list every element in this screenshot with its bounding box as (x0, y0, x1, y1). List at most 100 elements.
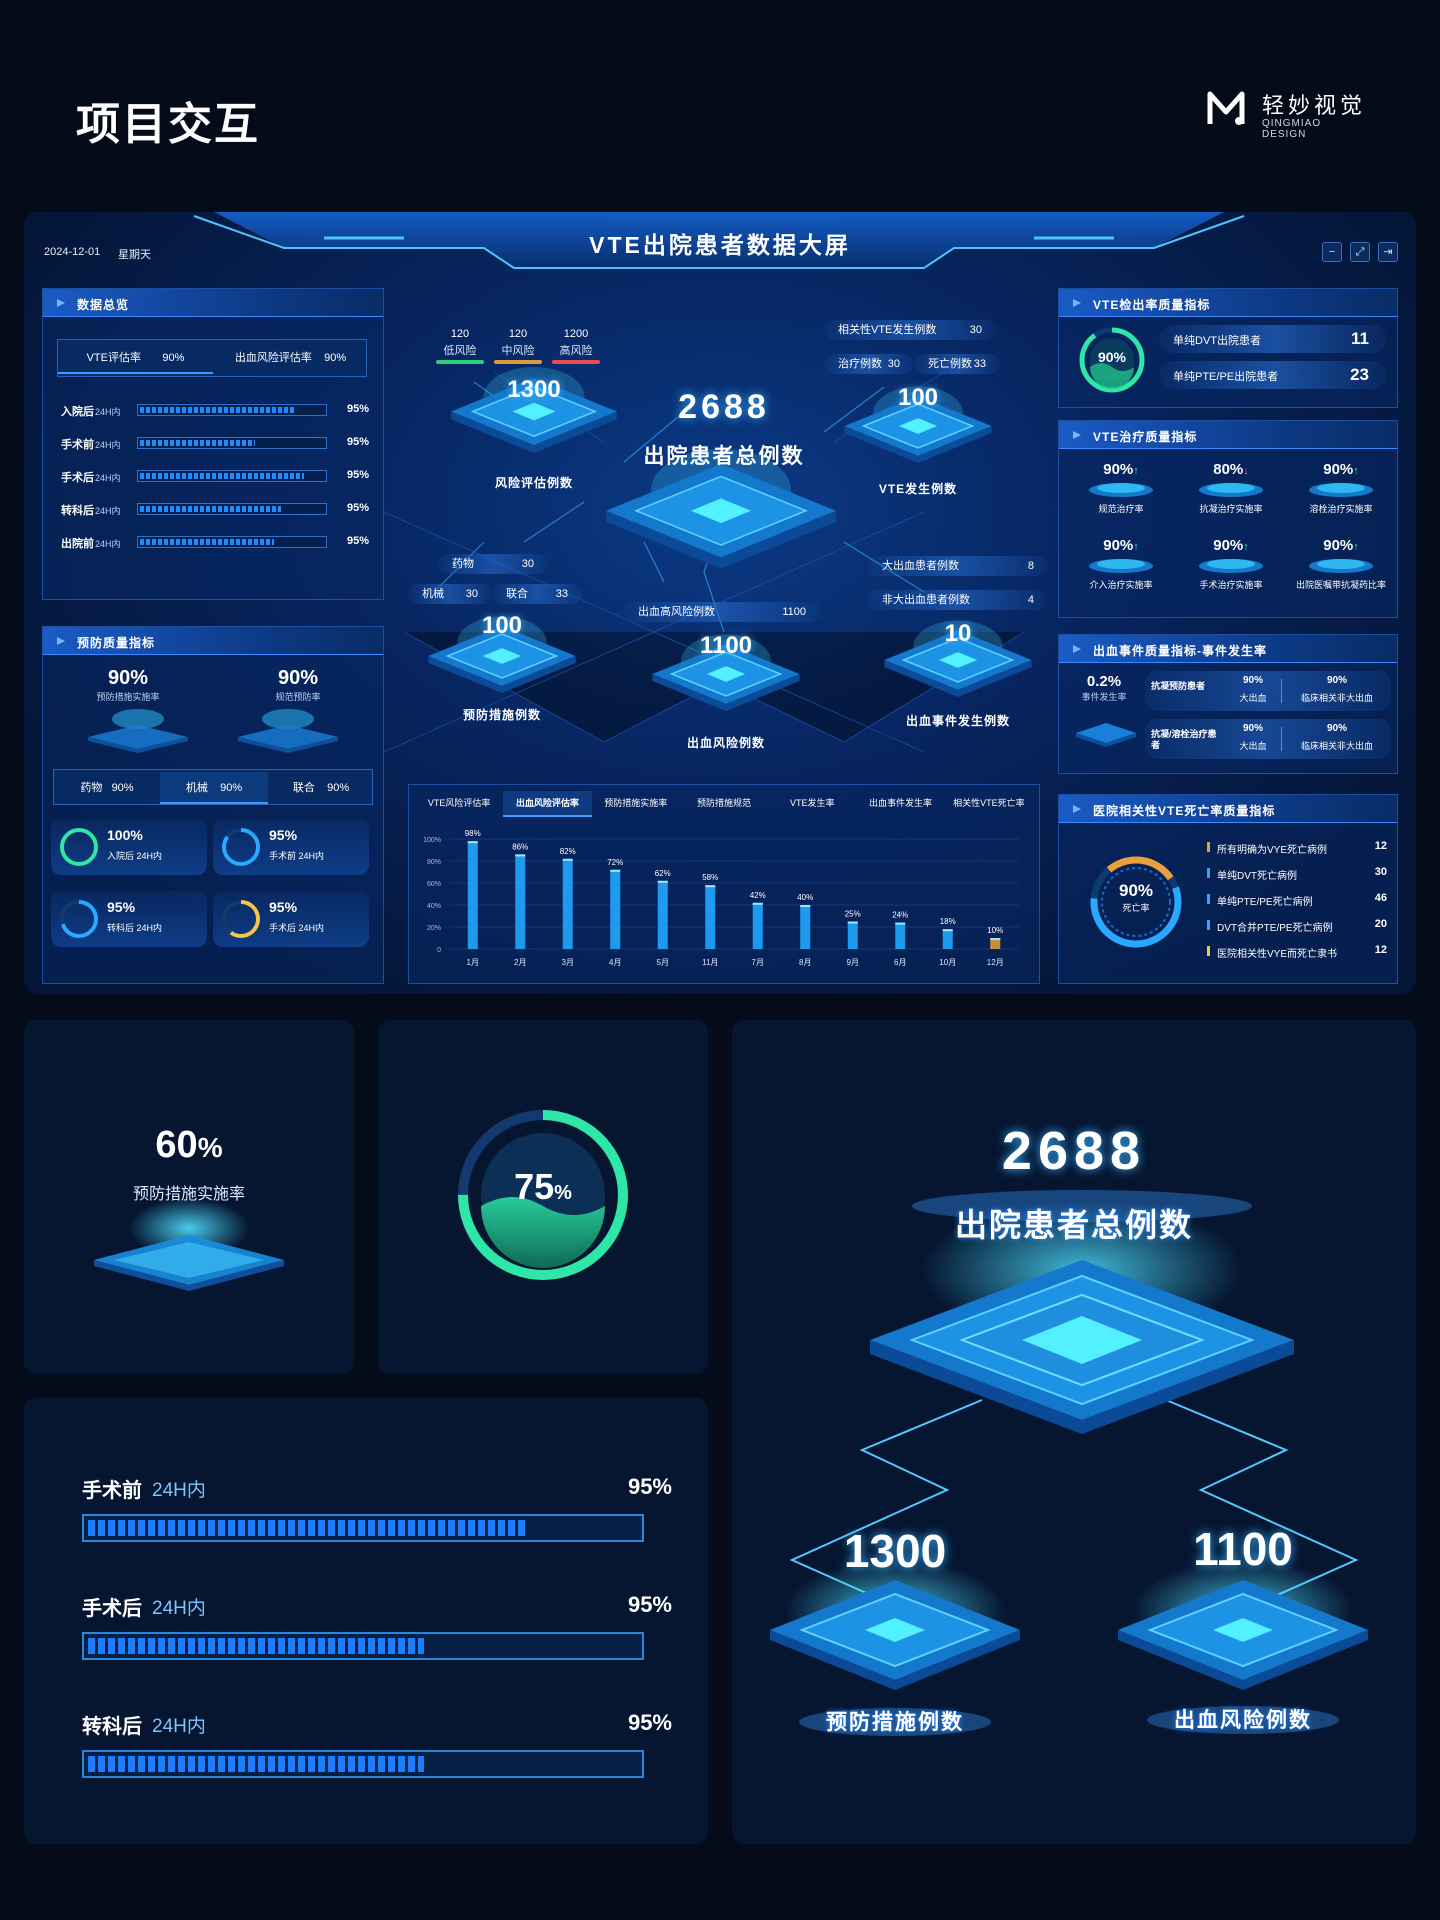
x-tick-label: 2月 (514, 958, 526, 967)
prevention-item: 90% 规范预防率 (213, 667, 383, 703)
tab-label: 出血风险评估率 (234, 352, 312, 364)
tab-mechanical[interactable]: 机械 90% (160, 772, 268, 804)
prevention-panel: 预防质量指标 90% 预防措施实施率 90% 规范预防率 药物 90% 机械 9… (42, 626, 384, 984)
tab-vte-eval[interactable]: VTE评估率 90% (58, 342, 213, 374)
bar-value-label: 86% (512, 842, 528, 851)
x-tick-label: 10月 (939, 958, 956, 967)
tab-drug[interactable]: 药物 90% (54, 772, 160, 804)
progress-row-sub: 24H内 (152, 1716, 206, 1737)
prevent-mech-pill: 机械 30 (408, 584, 492, 604)
bar (895, 922, 906, 949)
prevention-value: 90% (277, 667, 319, 689)
treat-item: 90%↑ 出院医嘱带抗凝药比率 (1289, 537, 1393, 609)
chart-tab[interactable]: 预防措施实施率 (604, 798, 668, 808)
vte-treat-pill: 治疗例数 30 (824, 354, 914, 374)
page-header: 项目交互 轻妙视觉 QINGMIAO DESIGN (0, 0, 1440, 200)
ring-gauge (222, 828, 260, 866)
death-row-value: 30 (1374, 866, 1387, 878)
bar-cap (942, 929, 953, 932)
death-row-value: 12 (1374, 944, 1387, 956)
death-row: 单纯PTE/PE死亡病例 46 (1207, 891, 1387, 909)
bar-value-label: 10% (987, 926, 1003, 935)
treat-pedestal (1309, 559, 1373, 573)
prevention-header: 预防质量指标 (43, 627, 383, 655)
chart-tab[interactable]: VTE发生率 (790, 798, 835, 808)
ring-value: 95% (269, 827, 298, 843)
progress-bars-card: 手术前 24H内 95% 手术后 24H内 95% 转科后 24H内 95% (24, 1398, 708, 1844)
card1-value-wrap: 60% (24, 1124, 354, 1167)
chart-tabs: VTE风险评估率 出血风险评估率 预防措施实施率 预防措施规范 VTE发生率 出血事件发生… (415, 791, 1033, 817)
bar (990, 938, 1001, 949)
prevent-label: 预防措施例数 (462, 708, 541, 722)
chart-tab[interactable]: 相关性VTE死亡率 (953, 798, 1025, 808)
tab-value: 90% (327, 782, 350, 794)
exit-button[interactable]: ⇥ (1378, 242, 1398, 262)
arrow-up-icon: ↑ (1353, 465, 1359, 477)
bar-cap (705, 885, 716, 888)
detect-row: 单纯PTE/PE出院患者 23 (1159, 361, 1387, 389)
death-row-label: 单纯PTE/PE死亡病例 (1217, 897, 1313, 908)
ring-gauge (222, 900, 260, 938)
row-progress-fill (140, 407, 294, 413)
minimize-button[interactable]: − (1322, 242, 1342, 262)
bleed-rate-value: 0.2% (1086, 673, 1122, 690)
detect-panel: VTE检出率质量指标 90% 单纯DVT出院患者 11 单纯PTE/PE出院患者 23 (1058, 288, 1398, 408)
brand-name-en: QINGMIAO DESIGN (1262, 118, 1322, 140)
divider (1281, 727, 1282, 751)
y-tick-label: 40% (427, 903, 441, 910)
bleed-event-platform (884, 620, 1032, 697)
bleed-event-label: 出血事件发生例数 (905, 714, 1010, 728)
treat-pedestal (1089, 559, 1153, 573)
total-value: 2688 (678, 388, 770, 426)
bleed-header: 出血事件质量指标-事件发生率 (1059, 635, 1397, 663)
chart-tab[interactable]: 预防措施规范 (696, 798, 751, 808)
progress-fill (88, 1520, 528, 1536)
risk-level-bar (552, 360, 600, 364)
bleed-rate: 0.2% 事件发生率 (1069, 673, 1139, 703)
panel-arrow-icon (57, 299, 65, 307)
detect-row-label: 单纯PTE/PE出院患者 (1173, 371, 1279, 383)
pill-value: 30 (969, 324, 982, 336)
tab-bleed-eval[interactable]: 出血风险评估率 90% (213, 342, 368, 374)
row-sub: 24H内 (95, 473, 121, 483)
fullscreen-button[interactable]: ⤢ (1350, 242, 1370, 262)
bleed-row-b-label: 临床相关非大出血 (1300, 693, 1373, 703)
risk-level-bar (494, 360, 542, 364)
row-progress-bar (137, 503, 327, 515)
prevention-label: 规范预防率 (275, 692, 321, 702)
bar-value-label: 42% (750, 891, 766, 900)
x-tick-label: 12月 (987, 958, 1004, 967)
overview-row: 转科后 24H内 95% (61, 500, 371, 520)
row-label: 出院前 (61, 538, 94, 550)
treat-pedestal (1199, 483, 1263, 497)
chart-tab[interactable]: VTE风险评估率 (427, 798, 491, 808)
risk-level-value: 120 (508, 328, 528, 340)
prevention-item: 90% 预防措施实施率 (43, 667, 213, 703)
bleed-row-a: 90% (1242, 675, 1263, 686)
total-platform (606, 448, 836, 569)
progress-bar (82, 1514, 644, 1542)
brand-mark-icon (1207, 91, 1245, 125)
arrow-up-icon: ↑ (1133, 541, 1139, 553)
tab-combined[interactable]: 联合 90% (268, 772, 374, 804)
card4-total-label: 出院患者总例数 (954, 1207, 1193, 1243)
row-label: 入院后 (61, 406, 94, 418)
row-sub: 24H内 (95, 539, 121, 549)
chart-tab[interactable]: 出血事件发生率 (869, 798, 933, 808)
bar-value-label: 25% (845, 910, 861, 919)
x-tick-label: 9月 (847, 958, 859, 967)
legend-marker (1207, 868, 1210, 878)
chart-tab[interactable]: 出血风险评估率 (503, 791, 592, 817)
ring-label: 手术后 24H内 (269, 923, 325, 933)
card2-unit: % (554, 1182, 572, 1204)
card1-value: 60 (155, 1124, 198, 1166)
x-tick-label: 6月 (894, 958, 906, 967)
progress-row-sub: 24H内 (152, 1598, 206, 1619)
progress-fill (88, 1638, 424, 1654)
overview-row: 入院后 24H内 95% (61, 401, 371, 421)
row-value: 95% (347, 403, 370, 415)
legend-marker (1207, 946, 1210, 956)
tab-label: 联合 (292, 782, 315, 794)
bleed-title: 出血事件质量指标-事件发生率 (1093, 644, 1267, 658)
bleed-row-b-label: 临床相关非大出血 (1300, 741, 1373, 751)
